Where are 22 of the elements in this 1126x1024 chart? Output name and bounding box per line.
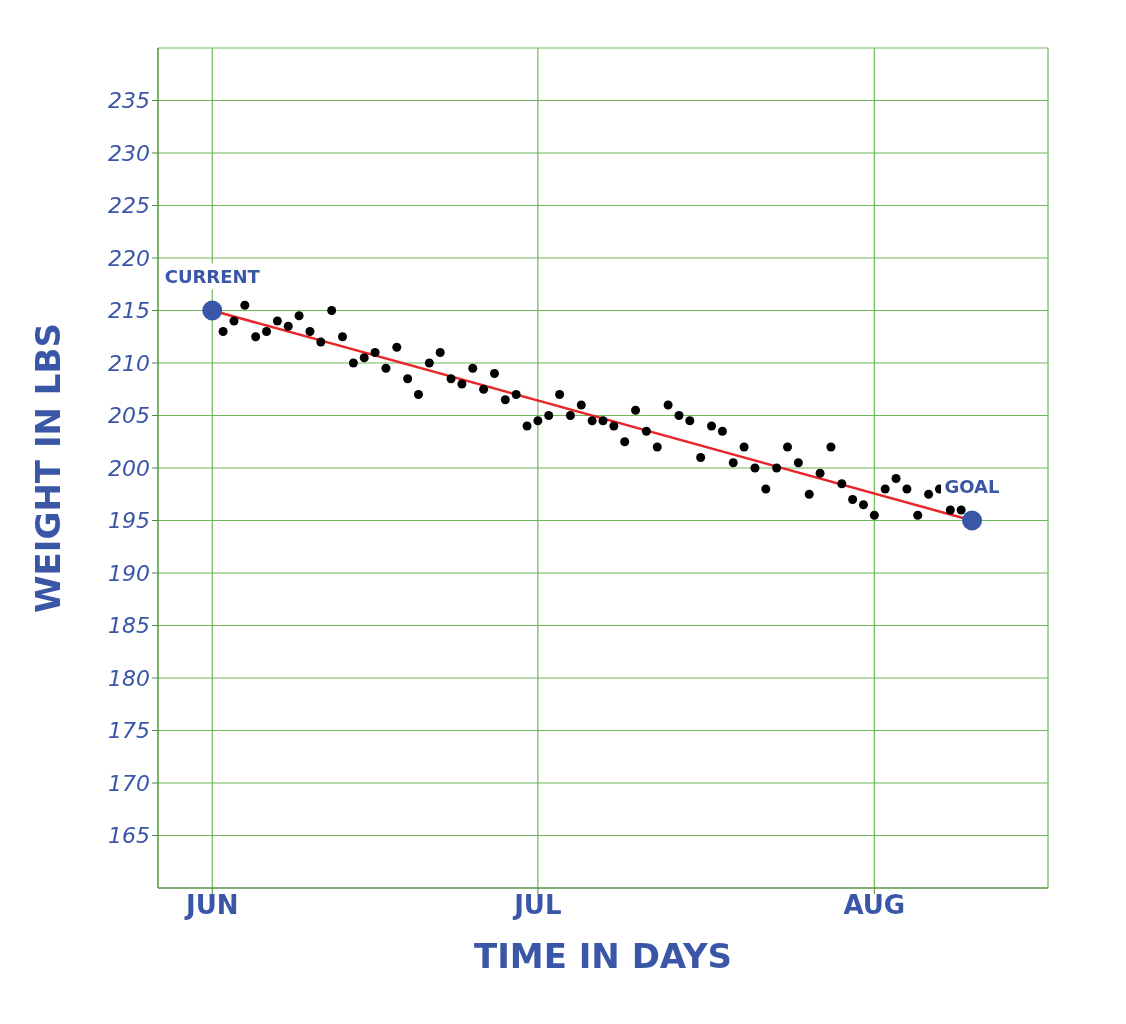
y-tick-label: 190: [108, 560, 150, 586]
y-tick-label: 225: [108, 193, 150, 219]
annotation: CURRENT: [164, 266, 261, 287]
y-axis-title: WEIGHT IN LBS: [28, 323, 69, 613]
y-tick-label: 170: [108, 770, 150, 796]
y-tick-label: 235: [108, 88, 150, 114]
y-tick-label: 210: [108, 350, 150, 376]
y-tick-label: 185: [108, 613, 150, 639]
y-tick-label: 215: [108, 298, 150, 324]
y-tick-label: 200: [108, 455, 150, 481]
y-tick-label: 180: [108, 665, 150, 691]
y-tick-label: 230: [108, 140, 150, 166]
y-tick-label: 220: [108, 245, 150, 271]
y-tick-label: 205: [108, 403, 150, 429]
y-tick-label: 195: [108, 508, 150, 534]
x-axis-title: TIME IN DAYS: [473, 936, 733, 976]
y-tick-label: 165: [108, 823, 150, 849]
x-tick-label: JUN: [183, 890, 239, 921]
annotation: GOAL: [944, 476, 1000, 497]
y-tick-label: 175: [108, 718, 150, 744]
x-tick-label: AUG: [843, 890, 906, 921]
x-tick-label: JUL: [512, 890, 562, 921]
